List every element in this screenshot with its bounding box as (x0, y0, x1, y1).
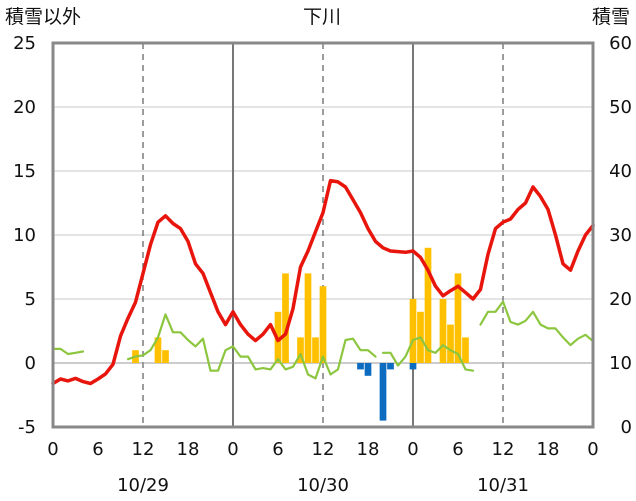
left-tick-labels: 25 20 15 10 5 0 -5 (13, 33, 36, 438)
bar (424, 247, 432, 363)
series-line (381, 336, 475, 372)
x-tick-label: 18 (357, 439, 380, 460)
bar (379, 363, 387, 421)
x-tick-label: 0 (47, 439, 58, 460)
left-tick-label: 25 (13, 33, 36, 54)
left-tick-label: 5 (25, 289, 36, 310)
bar (312, 337, 319, 363)
date-label: 10/31 (477, 475, 529, 496)
right-tick-labels: 60 50 40 30 20 10 0 (609, 33, 632, 438)
x-tick-label: 0 (227, 439, 238, 460)
right-axis-title: 積雪 (592, 6, 630, 28)
left-tick-label: -5 (18, 417, 36, 438)
bar (319, 286, 327, 363)
left-tick-label: 10 (13, 225, 36, 246)
bar (462, 337, 469, 363)
date-label: 10/29 (117, 475, 169, 496)
left-tick-label: 0 (25, 353, 36, 374)
right-tick-label: 30 (609, 225, 632, 246)
right-tick-label: 10 (609, 353, 632, 374)
bar (439, 299, 447, 363)
bar (409, 299, 417, 363)
bar (447, 324, 454, 363)
x-tick-label: 12 (312, 439, 335, 460)
series-line (51, 347, 85, 356)
x-tick-label: 6 (272, 439, 283, 460)
x-tick-label: 0 (587, 439, 598, 460)
bar (364, 363, 372, 376)
grid-lines (53, 42, 593, 428)
right-tick-label: 0 (621, 417, 632, 438)
series-line (51, 178, 595, 386)
right-tick-label: 40 (609, 161, 632, 182)
right-tick-label: 50 (609, 97, 632, 118)
date-label: 10/30 (297, 475, 349, 496)
x-tick-label: 6 (452, 439, 463, 460)
bar (304, 273, 312, 363)
left-axis-title: 積雪以外 (5, 6, 81, 28)
left-tick-label: 20 (13, 97, 36, 118)
bar (454, 273, 462, 363)
x-tick-label: 18 (177, 439, 200, 460)
bar (162, 350, 169, 363)
x-tick-labels: 0 6 12 18 0 6 12 18 0 6 12 18 0 (47, 439, 598, 460)
right-tick-label: 20 (609, 289, 632, 310)
x-tick-label: 6 (92, 439, 103, 460)
bar (357, 363, 364, 370)
series-line (479, 300, 595, 347)
bar (297, 337, 304, 363)
date-labels: 10/29 10/30 10/31 (117, 475, 529, 496)
x-tick-label: 12 (132, 439, 155, 460)
bar (154, 337, 162, 363)
bar (409, 363, 417, 370)
x-tick-label: 18 (537, 439, 560, 460)
bar (282, 273, 289, 363)
x-tick-label: 0 (407, 439, 418, 460)
left-tick-label: 15 (13, 161, 36, 182)
bar (387, 363, 394, 370)
series-line (126, 313, 377, 380)
plot-frame (51, 41, 595, 429)
chart-title: 下川 (303, 6, 341, 28)
x-tick-label: 12 (492, 439, 515, 460)
right-tick-label: 60 (609, 33, 632, 54)
